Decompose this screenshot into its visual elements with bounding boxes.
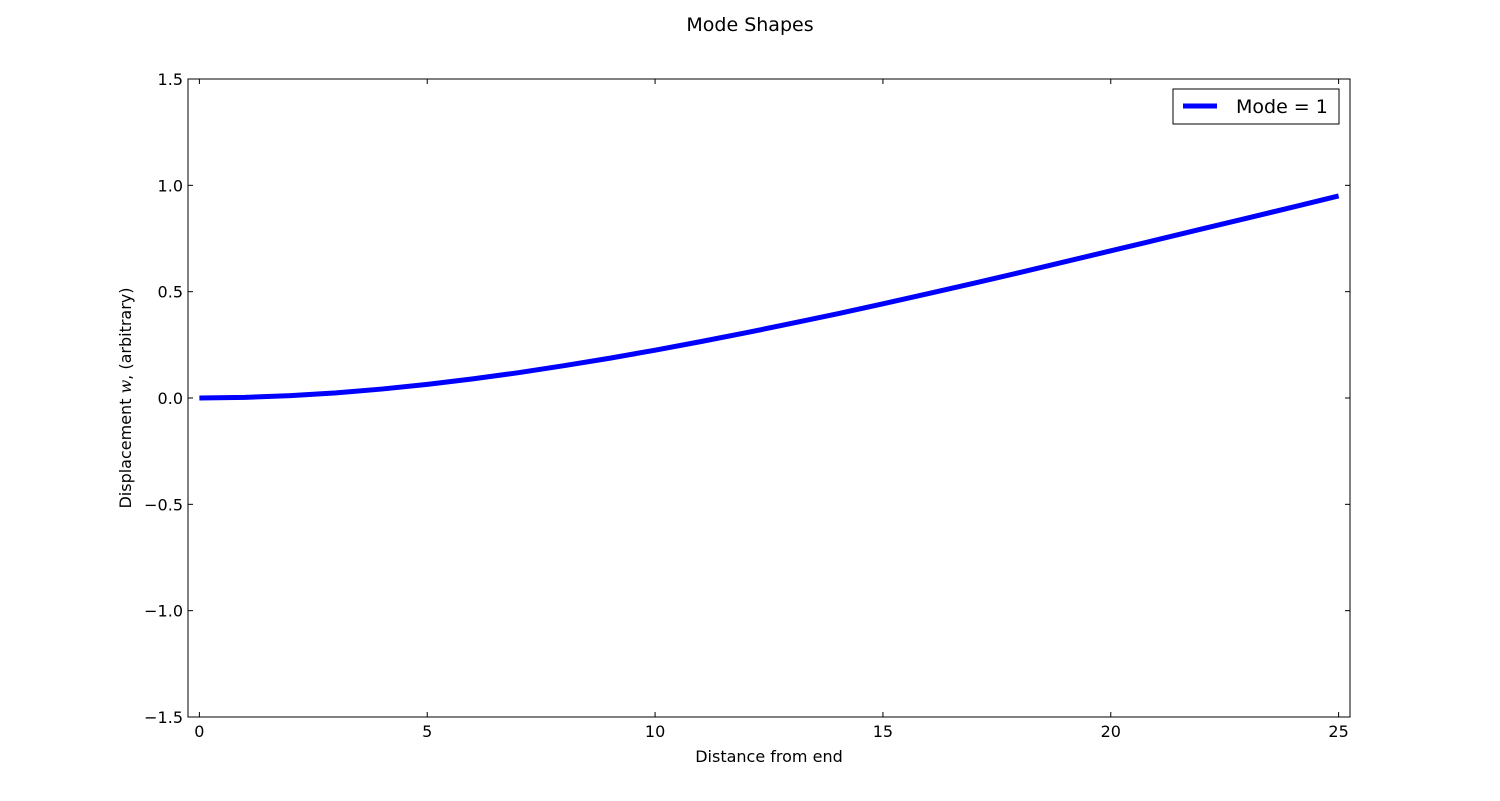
legend-label: Mode = 1 [1236,96,1328,118]
y-tick-label: 0.0 [158,389,183,408]
x-tick-label: 15 [873,722,893,741]
x-axis-ticks: 0 5 10 15 20 25 [194,79,1349,741]
series-line-mode-1 [199,193,1340,401]
y-axis-label-text: Displacement [116,399,135,509]
x-tick-label: 25 [1328,722,1348,741]
x-tick-label: 5 [422,722,432,741]
x-axis-label: Distance from end [695,747,843,766]
x-tick-label: 0 [194,722,204,741]
x-tick-label: 10 [645,722,665,741]
y-axis-ticks: −1.5 −1.0 −0.5 0.0 0.5 1.0 1.5 [144,70,1350,727]
chart-title: Mode Shapes [686,14,813,36]
y-axis-label-symbol: w [116,380,135,394]
y-axis-label: Displacement w, (arbitrary) [116,287,135,508]
y-tick-label: 1.5 [158,70,183,89]
y-tick-label: 0.5 [158,283,183,302]
plot-lines [199,193,1340,401]
y-tick-label: −1.0 [144,602,183,621]
legend: Mode = 1 [1172,88,1340,125]
y-tick-label: −1.5 [144,708,183,727]
y-axis-label-suffix: , (arbitrary) [116,287,135,379]
y-tick-label: 1.0 [158,176,183,195]
y-tick-label: −0.5 [144,495,183,514]
x-tick-label: 20 [1101,722,1121,741]
